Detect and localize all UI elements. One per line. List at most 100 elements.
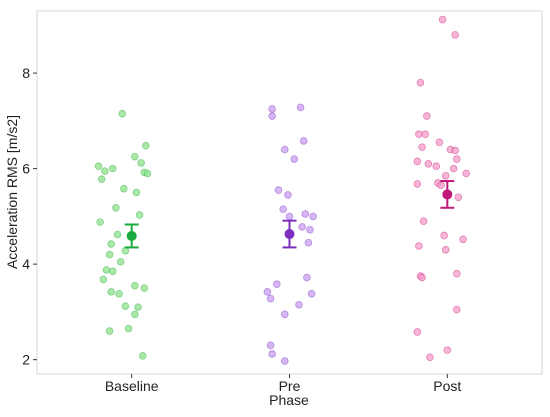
data-point-baseline	[115, 289, 123, 298]
y-tick-label: 4	[22, 256, 30, 272]
data-point-pre	[306, 225, 314, 234]
summary-baseline	[124, 223, 139, 249]
data-point-baseline	[94, 162, 103, 171]
mean-point	[284, 229, 295, 240]
x-axis-title: Phase	[269, 392, 309, 408]
data-point-pre	[295, 300, 303, 309]
data-point-post	[441, 171, 450, 180]
data-point-post	[415, 130, 423, 139]
mean-point	[442, 189, 453, 200]
data-point-baseline	[105, 250, 114, 259]
x-tick-label: Pre	[279, 378, 301, 394]
points-layer	[94, 15, 471, 365]
data-point-baseline	[112, 203, 120, 212]
data-point-baseline	[116, 257, 125, 266]
data-point-baseline	[134, 303, 142, 311]
data-point-baseline	[108, 164, 117, 173]
data-point-pre	[279, 205, 287, 214]
data-point-pre	[307, 289, 316, 298]
data-point-post	[419, 217, 428, 225]
data-point-post	[413, 180, 422, 188]
x-tick-label: Baseline	[105, 378, 159, 394]
data-point-post	[451, 31, 460, 39]
data-point-post	[415, 242, 423, 250]
data-point-baseline	[132, 188, 141, 197]
data-point-baseline	[97, 175, 106, 183]
data-point-post	[452, 305, 461, 314]
data-point-baseline	[138, 352, 147, 360]
data-point-post	[437, 181, 445, 190]
data-point-baseline	[121, 302, 130, 310]
data-point-post	[454, 193, 463, 202]
data-point-baseline	[140, 284, 149, 292]
y-axis: 2 4 6 8	[22, 65, 37, 368]
data-point-pre	[309, 212, 317, 221]
data-point-pre	[273, 280, 281, 289]
data-point-post	[426, 353, 434, 362]
data-point-baseline	[105, 327, 114, 335]
data-point-post	[443, 346, 452, 354]
data-point-baseline	[124, 324, 133, 333]
data-point-baseline	[131, 281, 139, 290]
summary-layer	[124, 180, 455, 249]
summary-pre	[282, 219, 297, 249]
data-point-pre	[299, 137, 308, 145]
data-point-post	[418, 143, 426, 151]
data-point-baseline	[118, 109, 127, 118]
data-point-post	[462, 169, 471, 178]
data-point-baseline	[96, 218, 104, 226]
data-point-pre	[268, 112, 276, 120]
data-point-post	[440, 231, 448, 240]
data-point-pre	[263, 288, 272, 296]
data-point-pre	[274, 186, 283, 194]
y-tick-label: 8	[22, 65, 30, 81]
data-point-post	[432, 162, 441, 171]
data-point-post	[435, 138, 444, 147]
data-point-baseline	[107, 240, 115, 248]
data-point-pre	[284, 191, 292, 199]
data-point-post	[449, 164, 458, 173]
data-point-pre	[268, 350, 276, 358]
data-point-pre	[298, 223, 306, 231]
data-point-pre	[266, 294, 275, 303]
summary-post	[440, 180, 455, 209]
data-point-post	[416, 78, 425, 87]
data-point-pre	[280, 357, 289, 365]
data-point-baseline	[137, 159, 145, 167]
y-tick-label: 6	[22, 161, 30, 177]
data-point-baseline	[131, 310, 139, 319]
data-point-post	[424, 160, 433, 168]
data-point-pre	[280, 145, 289, 154]
data-point-baseline	[119, 184, 128, 193]
mean-point	[126, 230, 137, 241]
data-point-post	[421, 130, 430, 139]
data-point-post	[422, 112, 431, 120]
data-point-baseline	[108, 267, 117, 276]
data-point-pre	[296, 103, 305, 112]
data-point-baseline	[107, 288, 115, 296]
x-tick-label: Post	[433, 378, 461, 394]
data-point-pre	[285, 212, 294, 221]
y-axis-title: Acceleration RMS [m/s2]	[4, 115, 20, 269]
data-point-baseline	[143, 169, 152, 178]
data-point-pre	[290, 155, 299, 163]
data-point-baseline	[135, 211, 144, 219]
data-point-baseline	[131, 152, 139, 161]
data-point-post	[459, 235, 467, 244]
data-point-pre	[304, 238, 313, 247]
data-point-post	[452, 155, 461, 163]
data-point-baseline	[101, 167, 109, 175]
x-axis: Baseline Pre Post	[105, 374, 461, 394]
data-point-pre	[266, 341, 275, 350]
data-point-baseline	[142, 141, 150, 150]
data-point-post	[438, 15, 447, 24]
data-point-post	[413, 328, 422, 336]
data-point-baseline	[113, 230, 122, 239]
data-point-pre	[301, 210, 310, 218]
data-point-post	[451, 146, 460, 155]
data-point-pre	[268, 105, 276, 113]
data-point-post	[441, 246, 450, 254]
data-point-pre	[303, 273, 311, 282]
